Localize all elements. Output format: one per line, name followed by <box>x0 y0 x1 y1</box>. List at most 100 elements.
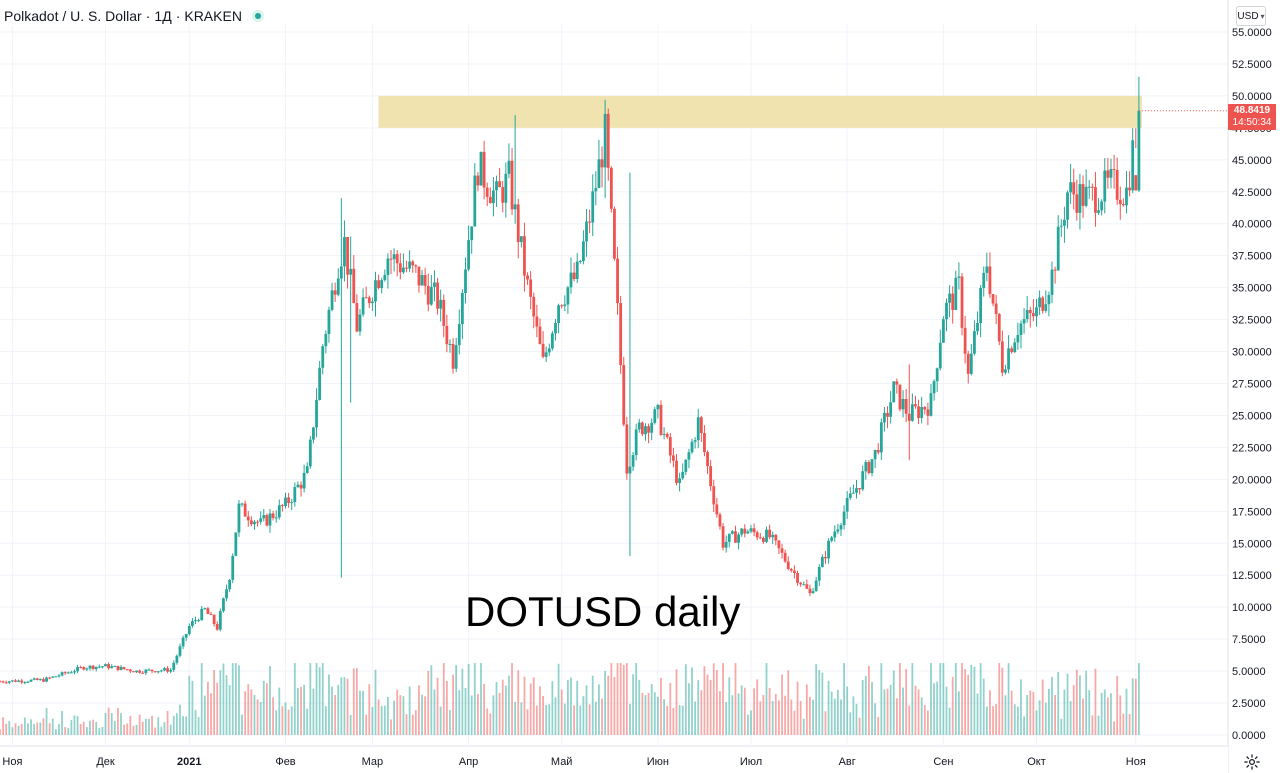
volume-bar <box>225 675 228 735</box>
candle-body <box>1134 175 1138 191</box>
volume-bar <box>1106 697 1109 735</box>
candle-body <box>585 221 588 242</box>
volume-bar <box>58 724 60 735</box>
candle-body <box>1 681 5 683</box>
interval-label[interactable]: 1Д <box>154 8 172 24</box>
volume-bar <box>570 677 572 735</box>
candle-body <box>240 503 244 505</box>
time-tick-label: 2021 <box>177 756 201 768</box>
candle-body <box>243 503 247 517</box>
volume-bar <box>1100 692 1103 735</box>
volume-bar <box>973 666 976 735</box>
volume-bar <box>151 715 153 735</box>
candle-body <box>917 406 920 419</box>
volume-bar <box>387 696 389 735</box>
candle-body <box>1128 187 1131 191</box>
volume-bar <box>774 693 777 735</box>
candle-body <box>414 265 418 267</box>
candle-body <box>1125 187 1128 206</box>
candle-body <box>560 305 564 307</box>
candle-body <box>17 680 21 682</box>
symbol-name[interactable]: Polkadot / U. S. Dollar <box>4 8 142 24</box>
volume-bar <box>439 706 442 735</box>
candle-body <box>479 151 483 186</box>
candle-body <box>644 426 647 435</box>
candle-body <box>411 261 415 266</box>
volume-bar <box>408 686 411 735</box>
volume-bar <box>641 692 644 735</box>
time-tick-label: Сен <box>933 756 953 768</box>
volume-bar <box>731 695 734 735</box>
time-tick-label: Май <box>551 756 573 768</box>
candle-body <box>873 449 877 460</box>
candle-body <box>982 272 986 289</box>
candle-body <box>256 521 259 523</box>
candle-body <box>516 204 520 243</box>
gear-icon[interactable] <box>1243 753 1261 771</box>
candle-body <box>200 608 204 621</box>
candle-body <box>1031 313 1035 317</box>
candle-body <box>1112 169 1116 171</box>
candle-body <box>1121 204 1125 206</box>
candle-body <box>662 433 666 435</box>
volume-bar <box>799 700 802 735</box>
candle-body <box>222 598 225 612</box>
candle-body <box>312 427 315 440</box>
currency-select-button[interactable]: USD ▾ <box>1236 6 1266 26</box>
volume-bar <box>840 699 842 735</box>
candle-body <box>141 672 145 674</box>
price-tick-label: 35.0000 <box>1232 283 1272 295</box>
candle-body <box>485 187 489 197</box>
volume-bar <box>653 692 656 735</box>
candle-body <box>333 290 337 295</box>
candle-body <box>743 528 747 534</box>
candle-body <box>699 417 703 434</box>
volume-bar <box>480 663 482 735</box>
candle-body <box>383 274 387 281</box>
volume-bar <box>573 705 576 735</box>
volume-bar <box>486 708 489 735</box>
volume-bar <box>343 677 346 735</box>
candle-body <box>206 608 210 614</box>
candle-body <box>203 608 207 610</box>
candle-body <box>268 513 272 526</box>
volume-bar <box>684 664 687 735</box>
price-tick-label: 12.5000 <box>1232 570 1272 582</box>
candle-body <box>799 582 803 585</box>
volume-bar <box>76 716 79 735</box>
volume-bar <box>449 709 451 735</box>
volume-bar <box>771 701 774 735</box>
candle-body <box>349 268 353 275</box>
candle-body <box>1044 304 1048 311</box>
volume-bar <box>945 686 948 735</box>
candle-body <box>355 303 359 332</box>
candle-body <box>870 459 874 474</box>
volume-bar <box>374 669 377 735</box>
volume-bar <box>1079 675 1081 735</box>
volume-bar <box>104 712 107 735</box>
candle-body <box>426 285 430 305</box>
price-tick-label: 45.0000 <box>1232 155 1272 167</box>
candle-body <box>402 267 405 273</box>
candle-body <box>811 591 815 594</box>
volume-bar <box>740 685 743 735</box>
volume-bar <box>222 663 225 735</box>
candle-body <box>476 175 480 186</box>
volume-bar <box>14 723 17 735</box>
volume-bar <box>768 687 771 735</box>
candle-body <box>929 393 933 416</box>
volume-bar <box>576 680 579 735</box>
volume-bar <box>1097 715 1100 735</box>
volume-bar <box>95 722 98 735</box>
price-tick-label: 37.5000 <box>1232 251 1272 263</box>
volume-bar <box>948 707 951 735</box>
volume-bar <box>647 692 650 735</box>
volume-bar <box>210 693 212 735</box>
candle-body <box>302 472 306 489</box>
candle-body <box>656 404 660 410</box>
candle-body <box>492 190 495 204</box>
volume-bar <box>539 686 541 735</box>
volume-bar <box>1134 678 1137 735</box>
